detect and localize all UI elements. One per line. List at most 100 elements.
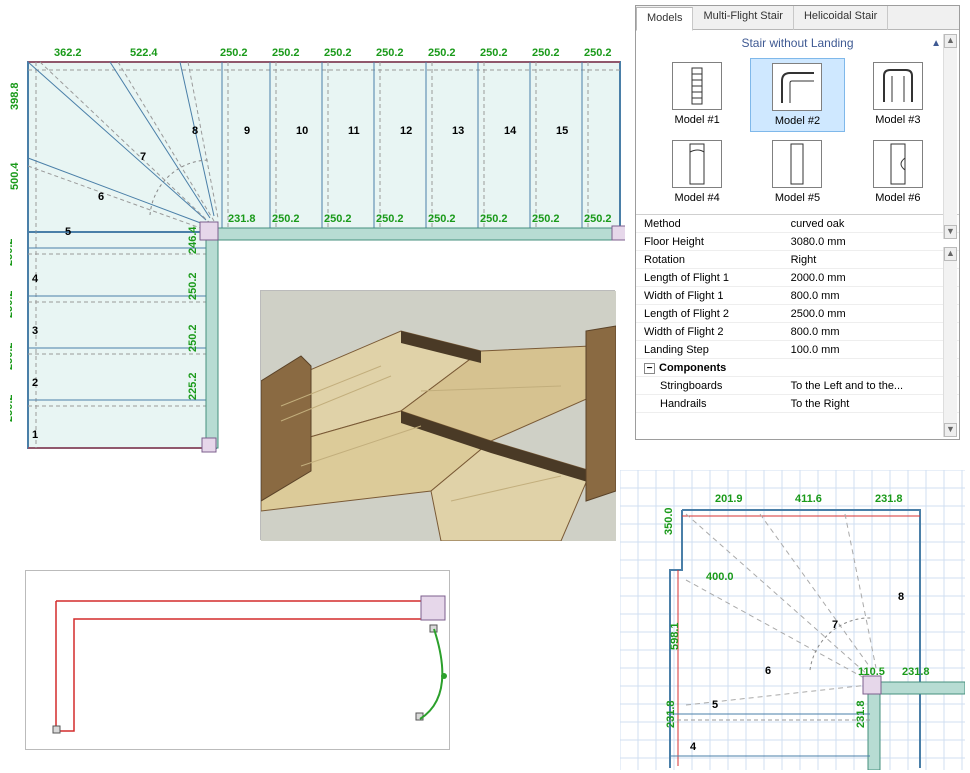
tab-models[interactable]: Models [636,7,693,31]
svg-text:250.2: 250.2 [10,238,15,266]
stair-3d-preview [260,290,615,540]
collapse-group-icon[interactable]: ▲ [931,38,941,49]
svg-text:13: 13 [452,125,464,137]
svg-text:7: 7 [832,619,838,631]
svg-text:231.8: 231.8 [665,700,677,728]
svg-text:250.2: 250.2 [532,213,560,225]
stair-outline-editor [25,570,450,750]
svg-text:250.2: 250.2 [220,47,248,59]
svg-text:5: 5 [712,699,718,711]
svg-text:250.2: 250.2 [376,213,404,225]
model-4[interactable]: Model #4 [650,136,744,208]
svg-text:9: 9 [244,125,250,137]
model-2-thumb [772,63,822,111]
svg-text:1: 1 [32,429,38,441]
model-3[interactable]: Model #3 [851,58,945,132]
svg-text:231.8: 231.8 [875,493,903,505]
stair-plan-detail: 201.9411.6231.8350.0400.0598.1110.5231.8… [620,470,965,770]
svg-text:231.8: 231.8 [902,666,930,678]
prop-row[interactable]: Landing Step100.0 mm [636,341,959,359]
tab-multiflight[interactable]: Multi-Flight Stair [693,6,793,30]
model-2[interactable]: Model #2 [750,58,844,132]
svg-text:250.2: 250.2 [532,47,560,59]
svg-text:250.2: 250.2 [272,213,300,225]
svg-text:250.2: 250.2 [428,47,456,59]
svg-text:250.2: 250.2 [324,47,352,59]
stair-properties-panel: Models Multi-Flight Stair Helicoidal Sta… [635,5,960,440]
prop-row[interactable]: HandrailsTo the Right [636,395,959,413]
model-4-thumb [672,140,722,188]
model-6-thumb [873,140,923,188]
svg-text:250.2: 250.2 [10,342,15,370]
svg-text:4: 4 [690,741,697,753]
svg-text:14: 14 [504,125,517,137]
svg-text:231.8: 231.8 [855,700,867,728]
svg-text:6: 6 [98,191,104,203]
svg-text:225.2: 225.2 [187,372,199,400]
model-5-label: Model #5 [775,192,820,204]
svg-text:250.2: 250.2 [428,213,456,225]
svg-text:3: 3 [32,325,38,337]
svg-text:8: 8 [898,591,904,603]
svg-text:5: 5 [65,226,71,238]
model-5-thumb [772,140,822,188]
svg-text:250.2: 250.2 [10,290,15,318]
svg-text:15: 15 [556,125,568,137]
svg-text:522.4: 522.4 [130,47,158,59]
prop-row[interactable]: RotationRight [636,251,959,269]
svg-text:250.2: 250.2 [376,47,404,59]
model-1-thumb [672,62,722,110]
model-1[interactable]: Model #1 [650,58,744,132]
svg-text:250.2: 250.2 [272,47,300,59]
prop-section-components[interactable]: −Components [636,359,959,377]
model-2-label: Model #2 [775,115,820,127]
svg-text:7: 7 [140,151,146,163]
prop-row[interactable]: Length of Flight 12000.0 mm [636,269,959,287]
svg-text:250.2: 250.2 [584,213,612,225]
properties-grid: Methodcurved oakFloor Height3080.0 mmRot… [636,214,959,413]
prop-row[interactable]: Length of Flight 22500.0 mm [636,305,959,323]
svg-text:398.8: 398.8 [10,82,21,110]
svg-text:2: 2 [32,377,38,389]
svg-text:246.4: 246.4 [187,226,199,254]
tab-helicoidal[interactable]: Helicoidal Stair [794,6,888,30]
svg-text:4: 4 [32,273,39,285]
model-1-label: Model #1 [675,114,720,126]
svg-text:12: 12 [400,125,412,137]
model-4-label: Model #4 [675,192,720,204]
svg-text:250.2: 250.2 [584,47,612,59]
svg-text:250.2: 250.2 [480,213,508,225]
svg-text:6: 6 [765,665,771,677]
models-scrollbar[interactable]: ▲▼ [943,34,957,239]
model-6-label: Model #6 [875,192,920,204]
model-6[interactable]: Model #6 [851,136,945,208]
tab-bar: Models Multi-Flight Stair Helicoidal Sta… [636,6,959,30]
svg-text:110.5: 110.5 [858,666,885,678]
svg-text:250.2: 250.2 [10,394,15,422]
svg-text:350.0: 350.0 [663,507,675,535]
svg-text:250.2: 250.2 [187,272,199,300]
prop-row[interactable]: Floor Height3080.0 mm [636,233,959,251]
svg-text:231.8: 231.8 [228,213,256,225]
svg-text:8: 8 [192,125,198,137]
model-grid: Model #1 Model #2 Model #3 Model #4 Mode… [636,54,959,214]
model-3-thumb [873,62,923,110]
svg-text:598.1: 598.1 [669,622,681,650]
svg-text:250.2: 250.2 [187,324,199,352]
svg-text:10: 10 [296,125,308,137]
svg-text:362.2: 362.2 [54,47,82,59]
properties-scrollbar[interactable]: ▲▼ [943,247,957,437]
prop-row[interactable]: Width of Flight 1800.0 mm [636,287,959,305]
prop-row[interactable]: StringboardsTo the Left and to the... [636,377,959,395]
svg-text:250.2: 250.2 [324,213,352,225]
svg-text:500.4: 500.4 [10,162,21,190]
prop-row[interactable]: Methodcurved oak [636,215,959,233]
svg-text:11: 11 [348,125,360,137]
svg-text:250.2: 250.2 [480,47,508,59]
model-3-label: Model #3 [875,114,920,126]
svg-text:201.9: 201.9 [715,493,743,505]
model-group-title: Stair without Landing [636,30,959,54]
prop-row[interactable]: Width of Flight 2800.0 mm [636,323,959,341]
svg-text:400.0: 400.0 [706,571,734,583]
model-5[interactable]: Model #5 [750,136,844,208]
